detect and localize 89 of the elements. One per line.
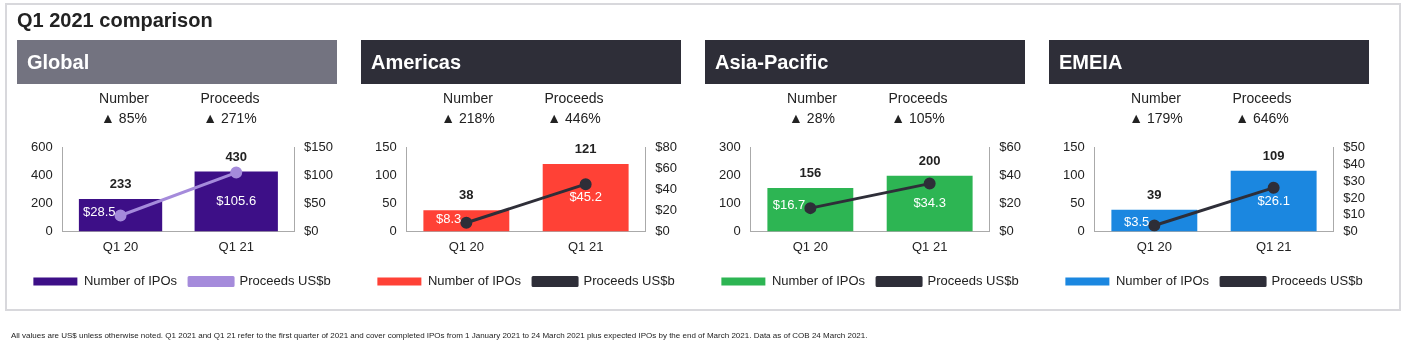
text: ▲ 646% — [1234, 110, 1290, 126]
y2-tick-label: $10 — [1343, 206, 1366, 222]
y-tick-label: 200 — [718, 167, 741, 183]
text: Proceeds — [1231, 90, 1293, 106]
data-label: 121 — [574, 141, 597, 157]
data-label: 38 — [459, 187, 474, 203]
y-tick-label: 200 — [30, 195, 53, 211]
y2-tick-label: $80 — [655, 139, 678, 155]
y-tick-label: 0 — [389, 222, 397, 238]
data-label: $8.3 — [436, 211, 462, 227]
y-tick-label: 100 — [718, 195, 741, 211]
y-tick-label: 0 — [733, 222, 741, 238]
y2-tick-label: $60 — [655, 160, 678, 176]
data-label: 39 — [1147, 186, 1162, 202]
y2-tick-label: $50 — [1343, 139, 1366, 155]
text: Number — [442, 90, 494, 106]
data-label: $28.5 — [82, 204, 116, 220]
text: ▲ 218% — [440, 110, 496, 126]
x-tick-label: Q1 21 — [218, 238, 254, 254]
data-label: $34.3 — [913, 195, 946, 211]
legend-label: Number of IPOs — [83, 273, 178, 289]
text: Proceeds — [199, 90, 261, 106]
data-label: $16.7 — [772, 196, 806, 212]
y2-tick-label: $20 — [1343, 189, 1366, 205]
legend-label: Proceeds US$b — [1271, 273, 1363, 289]
x-tick-label: Q1 20 — [448, 238, 485, 254]
y2-tick-label: $0 — [655, 222, 670, 238]
y-tick-label: 150 — [374, 139, 397, 155]
data-label: 109 — [1262, 147, 1285, 163]
data-label: 156 — [799, 165, 822, 181]
data-label: 430 — [225, 148, 248, 164]
y2-tick-label: $150 — [304, 139, 333, 155]
legend-label: Proceeds US$b — [927, 273, 1019, 289]
text: ▲ 446% — [546, 110, 602, 126]
y-tick-label: 400 — [30, 167, 53, 183]
text: ▲ 179% — [1128, 110, 1184, 126]
y2-tick-label: $50 — [304, 195, 326, 211]
y2-tick-label: $40 — [999, 167, 1022, 183]
y-tick-label: 50 — [382, 195, 397, 211]
text: ▲ 85% — [100, 110, 148, 126]
y-tick-label: 0 — [1077, 222, 1085, 238]
y2-tick-label: $0 — [999, 222, 1014, 238]
text: Proceeds — [887, 90, 949, 106]
text: All values are US$ unless otherwise noted. Q1 2021 and Q1 21 refer to the first quarter of 2021 and cover completed IPOs from 1 January 2021 to 24 March 2021 plus expected IPOs by the end of March 2021. Data as of COB 24 March 2021. — [10, 331, 869, 340]
text: ▲ 28% — [788, 110, 836, 126]
chart-title: EMEIA — [1049, 40, 1369, 84]
data-label: $45.2 — [569, 189, 602, 205]
data-label: 233 — [109, 176, 132, 192]
data-label: $105.6 — [216, 193, 257, 209]
data-label: 200 — [918, 152, 941, 168]
x-tick-label: Q1 21 — [567, 238, 604, 254]
text: Number — [1130, 90, 1182, 106]
text: Number — [786, 90, 838, 106]
x-tick-label: Q1 20 — [792, 238, 829, 254]
y2-tick-label: $60 — [999, 139, 1022, 155]
text: Proceeds — [543, 90, 605, 106]
chart-title: Asia-Pacific — [705, 40, 1025, 84]
x-tick-label: Q1 21 — [1255, 238, 1292, 254]
legend-label: Number of IPOs — [1115, 273, 1210, 289]
text: ▲ 271% — [202, 110, 258, 126]
chart-title: Global — [17, 40, 337, 84]
y-tick-label: 300 — [718, 139, 741, 155]
y-tick-label: 50 — [1070, 195, 1085, 211]
y-tick-label: 0 — [45, 222, 53, 238]
chart-title: Americas — [361, 40, 681, 84]
data-label: $3.5 — [1124, 214, 1150, 230]
y-tick-label: 600 — [30, 139, 53, 155]
text: ▲ 105% — [890, 110, 946, 126]
y2-tick-label: $20 — [999, 195, 1022, 211]
legend-label: Proceeds US$b — [583, 273, 675, 289]
x-tick-label: Q1 20 — [102, 238, 139, 254]
text: Q1 2021 comparison — [17, 9, 214, 32]
y-tick-label: 150 — [1062, 139, 1085, 155]
y2-tick-label: $0 — [1343, 222, 1358, 238]
y-tick-label: 100 — [1062, 167, 1085, 183]
x-tick-label: Q1 20 — [1136, 238, 1173, 254]
legend-label: Number of IPOs — [771, 273, 866, 289]
y2-tick-label: $40 — [1343, 156, 1366, 172]
y2-tick-label: $20 — [655, 202, 678, 218]
y-tick-label: 100 — [374, 167, 397, 183]
legend-label: Number of IPOs — [427, 273, 522, 289]
y2-tick-label: $0 — [304, 222, 319, 238]
x-tick-label: Q1 21 — [911, 238, 948, 254]
y2-tick-label: $30 — [1343, 172, 1366, 188]
y2-tick-label: $100 — [304, 167, 333, 183]
data-label: $26.1 — [1257, 192, 1290, 208]
y2-tick-label: $40 — [655, 181, 678, 197]
legend-label: Proceeds US$b — [239, 273, 331, 289]
text: Number — [98, 90, 150, 106]
